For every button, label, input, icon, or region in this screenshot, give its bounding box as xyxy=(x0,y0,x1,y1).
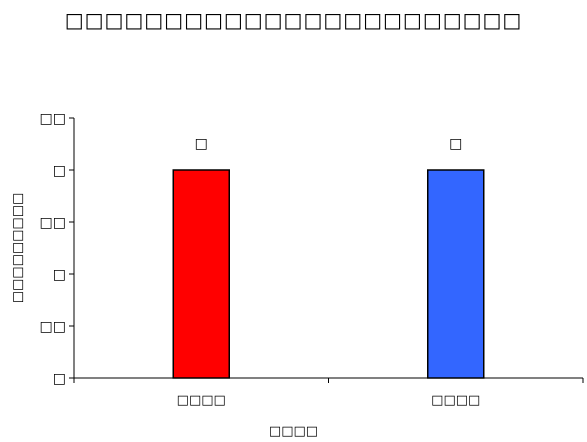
y-tick-label: □□ xyxy=(40,215,66,231)
x-tick-label: □□□□ xyxy=(431,393,480,408)
y-tick-label: □ xyxy=(53,163,66,179)
y-tick-label: □ xyxy=(53,371,66,387)
bars xyxy=(172,169,485,379)
bar xyxy=(172,169,230,379)
axes xyxy=(69,117,584,383)
y-tick-label: □□ xyxy=(40,111,66,127)
y-tick-label: □ xyxy=(53,267,66,283)
x-axis-label: □□□□ xyxy=(268,424,319,439)
y-axis-label: □□□□□□□□□ xyxy=(10,192,26,304)
tick-labels: □□□□□□□□□□□□□□□□□□□ xyxy=(40,111,481,408)
bar xyxy=(427,169,485,379)
data-label: □ xyxy=(195,136,208,152)
data-label: □ xyxy=(449,136,462,152)
x-tick-label: □□□□ xyxy=(177,393,226,408)
chart-title: □□□□□□□□□□□□□□□□□□□□□□□ xyxy=(64,8,523,32)
y-tick-label: □□ xyxy=(40,319,66,335)
